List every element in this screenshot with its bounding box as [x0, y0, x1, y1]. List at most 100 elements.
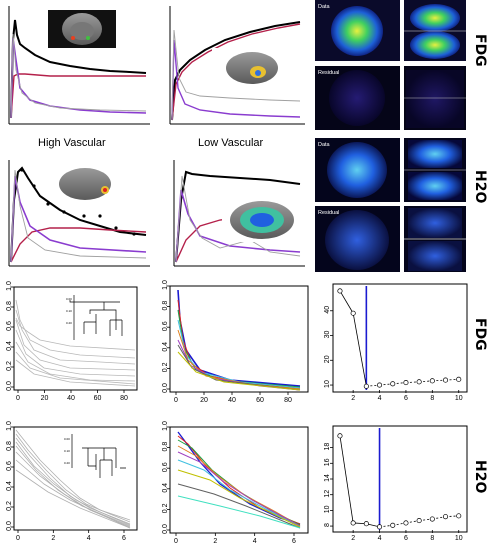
- x-tick-label: 8: [430, 535, 434, 542]
- y-tick-label: 10: [324, 505, 331, 513]
- y-tick-label: 0.6: [6, 461, 13, 471]
- y-tick-label: 0.2: [6, 361, 13, 371]
- x-tick-label: 60: [256, 397, 264, 404]
- label-low-vascular: Low Vascular: [198, 137, 264, 149]
- fdg-image-grid: Data Residual: [315, 0, 466, 130]
- scree-point: [390, 522, 396, 528]
- panel-fdg-high-vascular: High Vascular: [8, 6, 150, 149]
- y-tick-label: 20: [324, 355, 331, 363]
- y-tick-label: 0.2: [162, 503, 169, 513]
- x-tick-label: 20: [200, 397, 208, 404]
- scree-point: [376, 524, 383, 530]
- scree-point: [350, 520, 356, 526]
- y-tick-label: 0.6: [162, 462, 169, 472]
- scree-point: [403, 380, 409, 386]
- y-tick-label: 0.8: [6, 301, 13, 311]
- x-tick-label: 8: [430, 395, 434, 402]
- panel-h2o-high-vascular: [8, 160, 150, 267]
- y-tick-label: 0.4: [6, 481, 13, 491]
- y-tick-label: 1.0: [162, 280, 169, 290]
- inset-coronal-image: [48, 10, 116, 48]
- dendrogram-fdg: [69, 295, 123, 340]
- y-tick-label: 0.8: [6, 441, 13, 451]
- scree-point: [429, 516, 435, 522]
- x-tick-label: 60: [94, 395, 102, 402]
- scree-segment: [352, 313, 367, 387]
- y-tick-label: 0.2: [162, 362, 169, 372]
- label-data-h2o: Data: [318, 142, 331, 148]
- label-h2o-bottom: H2O: [472, 460, 488, 493]
- x-tick-label: 80: [120, 395, 128, 402]
- scree-point: [350, 310, 356, 316]
- y-tick-label: 12: [324, 490, 331, 498]
- scree-point: [416, 379, 422, 385]
- x-tick-label: 10: [455, 395, 463, 402]
- y-tick-label: 10: [324, 380, 331, 388]
- x-tick-label: 20: [41, 395, 49, 402]
- dendrogram-h2o: [71, 434, 126, 478]
- y-tick-label: 0.4: [162, 483, 169, 493]
- x-tick-label: 0: [16, 395, 20, 402]
- x-tick-label: 6: [404, 395, 408, 402]
- x-tick-label: 10: [455, 535, 463, 542]
- x-tick-label: 6: [122, 535, 126, 542]
- label-data-fdg: Data: [318, 4, 331, 10]
- y-tick-label: 8: [324, 523, 331, 527]
- scree-point: [429, 378, 435, 384]
- x-tick-label: 0: [174, 397, 178, 404]
- y-tick-label: 0.4: [6, 341, 13, 351]
- label-h2o-top: H2O: [472, 170, 488, 203]
- x-tick-label: 2: [51, 535, 55, 542]
- scree-point: [456, 376, 462, 382]
- y-tick-label: 0.8: [162, 442, 169, 452]
- y-tick-label: 16: [324, 458, 331, 466]
- label-residual-fdg: Residual: [318, 70, 339, 76]
- panel-fdg-scree: 2 4 6 8 10 10 20 30 40: [324, 283, 468, 402]
- x-tick-label: 2: [351, 535, 355, 542]
- y-tick-label: 0.0: [6, 381, 13, 391]
- scree-point: [363, 383, 369, 389]
- x-tick-label: 4: [378, 535, 382, 542]
- x-tick-label: 0: [16, 535, 20, 542]
- scree-point: [442, 514, 449, 520]
- y-tick-label: 0.6: [162, 321, 169, 331]
- y-tick-label: 0.0: [162, 383, 169, 393]
- panel-h2o-curves-left: 0 2 4 6 0.0 0.2 0.4 0.6 0.8 1.0 0.00 0.10 0.20: [6, 421, 138, 542]
- y-tick-label: 18: [324, 443, 331, 451]
- y-tick-label: 1.0: [162, 421, 169, 431]
- y-tick-label: 14: [324, 474, 331, 482]
- x-tick-label: 0: [174, 538, 178, 545]
- y-tick-label: 1.0: [6, 281, 13, 291]
- panel-fdg-curves-middle: 0 20 40 60 80 0.0 0.2 0.4 0.6 0.8 1.0: [162, 280, 309, 404]
- scree-point: [416, 518, 422, 524]
- panel-fdg-low-vascular: Low Vascular: [169, 6, 305, 149]
- panel-fdg-curves-left: 0 20 40 60 80 0.0 0.2 0.4 0.6 0.8 1.0 0.00 0.10 0.20: [6, 281, 138, 402]
- panel-h2o-scree: 2 4 6 8 10 8 10 12 14 16 18: [324, 425, 468, 542]
- x-tick-label: 40: [67, 395, 75, 402]
- x-tick-label: 80: [284, 397, 292, 404]
- svg-text:0.00: 0.00: [64, 437, 70, 441]
- scree-point: [403, 520, 409, 526]
- label-fdg-top: FDG: [472, 34, 488, 67]
- x-tick-label: 6: [404, 535, 408, 542]
- scree-point: [337, 288, 343, 294]
- x-tick-label: 4: [87, 535, 91, 542]
- scree-point: [390, 381, 396, 387]
- x-tick-label: 2: [351, 395, 355, 402]
- svg-text:0.20: 0.20: [64, 461, 70, 465]
- panel-h2o-curves-middle: 0 2 4 6 0.0 0.2 0.4 0.6 0.8 1.0: [162, 421, 309, 545]
- scree-point: [337, 433, 343, 439]
- y-tick-label: 0.0: [162, 524, 169, 534]
- label-high-vascular: High Vascular: [38, 137, 106, 149]
- inset-h2o-high-image: [50, 166, 120, 202]
- scree-segment: [339, 435, 354, 523]
- panel-h2o-low-vascular: [173, 160, 305, 267]
- scree-point: [363, 521, 369, 527]
- x-tick-label: 6: [292, 538, 296, 545]
- svg-text:0.10: 0.10: [64, 449, 70, 453]
- y-tick-label: 1.0: [6, 421, 13, 431]
- x-tick-label: 40: [228, 397, 236, 404]
- y-tick-label: 0.4: [162, 342, 169, 352]
